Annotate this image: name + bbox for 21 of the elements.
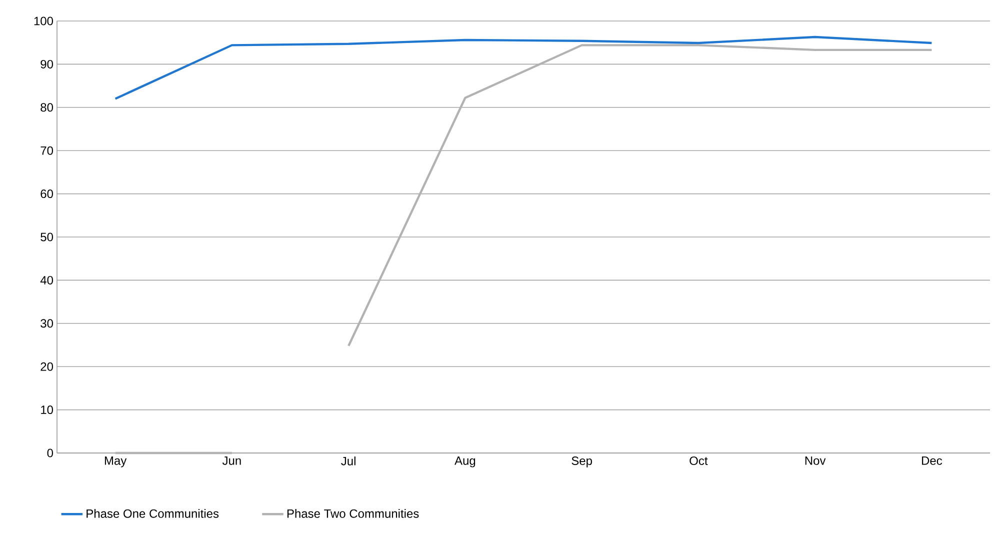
y-tick-label: 90 <box>40 60 54 68</box>
x-tick-label: Jun <box>222 456 241 465</box>
y-tick-label: 20 <box>40 362 54 371</box>
x-tick-label: Aug <box>454 456 476 468</box>
x-tick-label: Dec <box>922 456 942 465</box>
y-tick-label: 10 <box>41 406 54 414</box>
y-tick-label: 30 <box>40 319 54 328</box>
x-tick-label: Jul <box>341 456 356 466</box>
x-tick-label: Sep <box>572 456 592 468</box>
x-tick-label: Oct <box>690 456 708 466</box>
y-tick-label: 60 <box>40 190 54 198</box>
x-tick-label: May <box>104 456 127 468</box>
y-tick-label: 80 <box>40 103 54 112</box>
y-tick-label: 100 <box>34 16 54 26</box>
x-tick-label: Nov <box>805 456 826 465</box>
y-tick-label: 70 <box>40 146 54 155</box>
legend-label: Phase One Communities <box>86 509 219 518</box>
legend-label: Phase Two Communities <box>287 509 419 518</box>
y-tick-label: 50 <box>40 232 54 242</box>
y-tick-label: 0 <box>47 448 54 458</box>
y-tick-label: 40 <box>40 276 54 284</box>
